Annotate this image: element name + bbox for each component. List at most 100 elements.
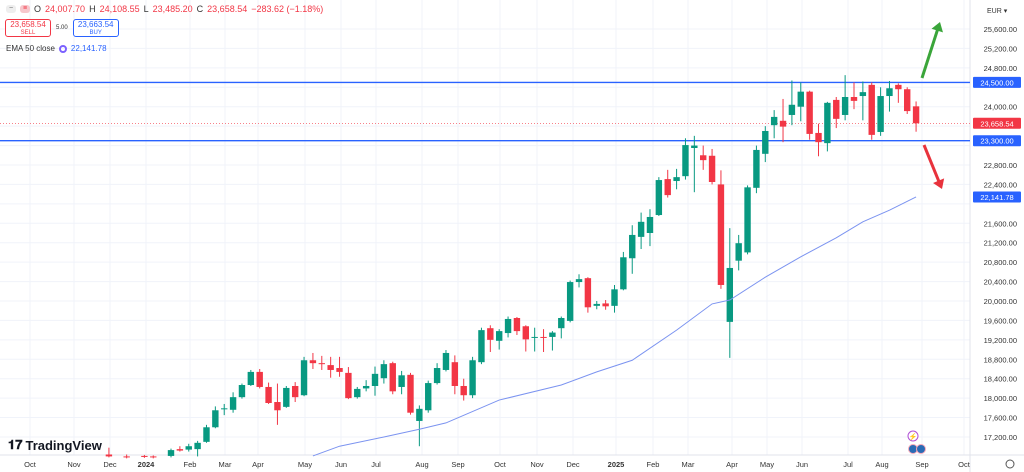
candle-down (460, 385, 467, 396)
candle-down (327, 365, 334, 370)
candle-up (655, 180, 663, 216)
candle-up (682, 145, 689, 177)
lightning-icon: ⚡ (909, 432, 918, 441)
time-tick-label: May (298, 460, 312, 469)
candle-up (841, 96, 849, 115)
ema-price-badge (973, 191, 1021, 203)
candle-down (904, 89, 911, 112)
candle-up (194, 442, 201, 450)
change-value: −283.62 (−1.18%) (251, 4, 324, 14)
axis-settings-icon[interactable] (1005, 459, 1015, 469)
candle-up (203, 427, 210, 442)
level-price-badge (973, 76, 1021, 88)
candle-up (824, 102, 831, 144)
candle-down (176, 449, 184, 451)
ema-value: 22,141.78 (70, 44, 107, 53)
time-tick-label: Dec (566, 460, 580, 469)
time-tick-label: Sep (451, 460, 464, 469)
trade-panel: 23,658.54 SELL 5.00 23,663.54 BUY (5, 19, 119, 37)
candle-up (504, 318, 512, 334)
ema-label: EMA 50 close (6, 44, 55, 53)
level-price-badge (973, 135, 1021, 147)
candle-up (238, 385, 246, 398)
candle-up (549, 332, 556, 337)
low-value: 23,485.20 (152, 4, 193, 14)
ema-legend[interactable]: EMA 50 close 22,141.78 (6, 44, 107, 53)
candle-up (558, 317, 565, 329)
time-tick-label: Aug (875, 460, 888, 469)
dividend-event-icon (907, 430, 919, 442)
candle-down (141, 455, 148, 457)
open-label: O (34, 4, 42, 14)
candle-up (221, 408, 228, 410)
buy-button[interactable]: 23,663.54 BUY (72, 19, 119, 37)
candle-up (575, 279, 583, 283)
time-tick-label: Feb (184, 460, 197, 469)
time-tick-label: May (760, 460, 774, 469)
time-tick-label: Jun (796, 460, 808, 469)
candle-down (584, 278, 592, 308)
menu-icon[interactable]: ≡ (20, 5, 30, 13)
time-tick-label: Jul (843, 460, 853, 469)
last-price-badge-label: 23,658.54 (980, 119, 1013, 128)
candle-up (185, 446, 192, 450)
earnings-event-icon (916, 444, 926, 454)
candle-up (886, 88, 893, 97)
level-price-badge-label: 24,500.00 (980, 78, 1013, 87)
candle-up (637, 221, 645, 237)
last-price-badge (973, 117, 1021, 129)
candle-up (398, 375, 405, 387)
tradingview-logo[interactable]: 𝟏𝟕 TradingView (8, 437, 102, 453)
candle-up (229, 397, 237, 410)
candle-up (620, 257, 627, 290)
candle-up (247, 371, 255, 386)
time-tick-label: 2025 (608, 460, 625, 469)
candle-down (309, 360, 317, 364)
time-tick-label: 2024 (138, 460, 156, 469)
candle-up (442, 352, 450, 370)
candle-up (593, 303, 600, 306)
price-tick-label: 22,400.00 (984, 180, 1017, 189)
brand-name: TradingView (25, 437, 102, 453)
indicator-settings-icon[interactable] (58, 44, 67, 53)
candle-up (753, 149, 760, 188)
candle-down (487, 328, 494, 340)
time-tick-label: Feb (647, 460, 660, 469)
currency-selector[interactable]: EUR ▾ (987, 8, 1008, 15)
candle-down (815, 132, 822, 143)
high-label: H (89, 4, 96, 14)
currency-label: EUR (987, 8, 1002, 15)
candle-down (265, 386, 272, 403)
candle-up (762, 130, 769, 154)
candle-down (664, 179, 671, 196)
price-tick-label: 18,000.00 (984, 394, 1017, 403)
candle-up (531, 336, 538, 338)
level-price-badge-label: 23,300.00 (980, 137, 1013, 146)
arrow-up-icon (931, 22, 943, 33)
time-tick-label: Jun (335, 460, 347, 469)
candle-up (770, 116, 778, 126)
candle-down (717, 184, 725, 285)
candle-down (274, 402, 281, 411)
price-tick-label: 17,200.00 (984, 433, 1017, 442)
candle-up (478, 330, 485, 363)
price-tick-label: 21,200.00 (984, 239, 1017, 248)
candle-up (611, 289, 618, 306)
tv-logo-icon: 𝟏𝟕 (8, 437, 23, 452)
candle-down (407, 374, 414, 413)
candle-up (371, 373, 379, 386)
candle-down (318, 363, 325, 365)
candle-down (291, 385, 299, 398)
sell-button[interactable]: 23,658.54 SELL (5, 19, 51, 37)
candle-down (105, 454, 113, 457)
time-tick-label: Dec (103, 460, 117, 469)
candle-down (806, 91, 813, 134)
candle-up (744, 187, 751, 253)
price-tick-label: 18,800.00 (984, 355, 1017, 364)
candle-up (735, 243, 742, 261)
candle-up (362, 385, 370, 389)
price-tick-label: 20,400.00 (984, 278, 1017, 287)
arrow-down-shaft (922, 144, 941, 184)
collapse-icon[interactable]: − (6, 5, 16, 13)
